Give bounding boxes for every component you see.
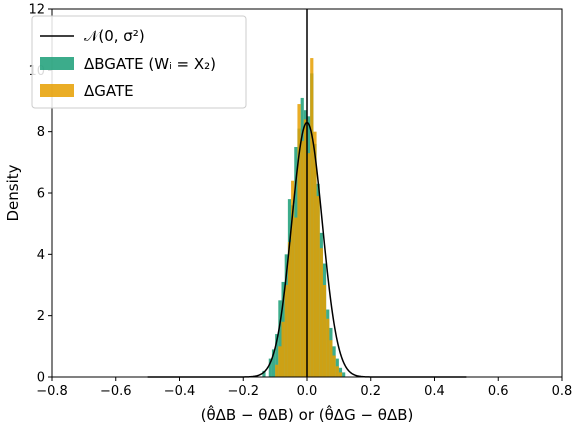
legend-label-gate: ΔGATE	[84, 82, 134, 100]
legend: 𝒩(0, σ²) ΔBGATE (Wᵢ = X₂) ΔGATE	[31, 15, 247, 109]
histogram-bar-gate	[319, 248, 323, 377]
histogram-bar-bgate	[262, 370, 266, 377]
histogram-bar-bgate	[268, 358, 272, 377]
legend-box	[31, 15, 247, 109]
histogram-bar-bgate	[275, 334, 279, 377]
legend-swatch-gate	[40, 84, 74, 97]
histogram-bar-bgate	[342, 372, 346, 377]
histogram-bar-gate	[278, 346, 282, 377]
x-tick-label: 0.8	[552, 384, 573, 399]
histogram-bar-gate	[332, 355, 336, 377]
y-axis-label: Density	[4, 164, 22, 221]
histogram-bar-gate	[326, 318, 330, 377]
histogram-bar-gate	[284, 285, 288, 377]
y-tick-label: 6	[37, 187, 45, 202]
histogram-bar-gate	[287, 242, 292, 377]
histogram-bar-gate	[294, 217, 298, 377]
histogram-bar-gate	[313, 131, 317, 377]
plot-area	[147, 9, 467, 378]
histogram-bar-gate	[303, 119, 307, 378]
x-tick-label: 0.0	[297, 384, 318, 399]
histogram-bar-bgate	[271, 349, 276, 377]
x-tick-label: 0.4	[424, 384, 445, 399]
x-axis-label: (θ̂ΔB − θΔB) or (θ̂ΔG − θΔB)	[201, 404, 414, 424]
y-tick-label: 8	[37, 125, 45, 140]
legend-label-normal: 𝒩(0, σ²)	[84, 27, 145, 45]
x-tick-label: −0.2	[227, 384, 259, 399]
y-tick-label: 0	[37, 371, 45, 386]
histogram-bar-gate	[275, 364, 279, 377]
x-tick-label: 0.2	[360, 384, 381, 399]
x-tick-label: −0.4	[164, 384, 196, 399]
x-tick-label: 0.6	[488, 384, 509, 399]
histogram-bar-gate	[291, 180, 295, 377]
tick-marks-group: −0.8−0.6−0.4−0.20.00.20.40.60.8024681012	[28, 3, 572, 400]
x-tick-label: −0.6	[100, 384, 132, 399]
histogram-bar-bgate	[278, 300, 282, 377]
histogram-bar-gate	[307, 153, 311, 377]
histogram-bar-gate	[281, 321, 285, 377]
histogram-bar-gate	[300, 140, 304, 377]
legend-swatch-bgate	[40, 57, 74, 70]
histogram-bar-gate	[322, 285, 327, 377]
histogram-bar-gate	[297, 104, 301, 377]
histogram-bar-gate	[329, 340, 333, 377]
x-tick-label: −0.8	[36, 384, 68, 399]
histogram-bar-gate	[335, 366, 339, 377]
legend-label-bgate: ΔBGATE (Wᵢ = X₂)	[84, 55, 216, 73]
y-tick-label: 2	[37, 309, 45, 324]
histogram-bar-gate	[316, 196, 320, 377]
y-tick-label: 12	[28, 3, 45, 18]
histogram-bar-gate	[310, 58, 314, 377]
y-tick-label: 4	[37, 248, 45, 263]
histogram-bar-gate	[338, 372, 343, 377]
